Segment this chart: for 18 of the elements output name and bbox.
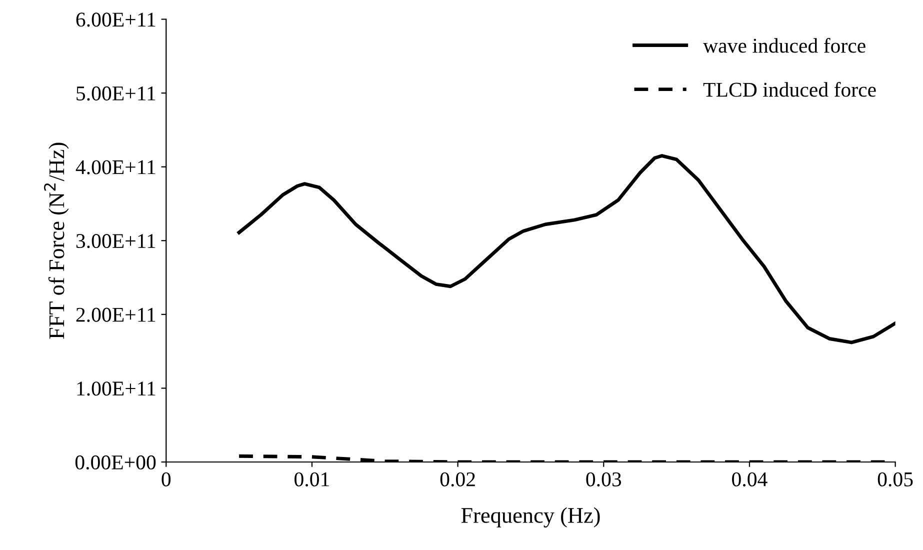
legend-label: wave induced force bbox=[703, 38, 866, 53]
y-axis-title: FFT of Force (N$^{2}$/Hz) bbox=[44, 142, 69, 339]
y-tick-label: 4.00E+11 bbox=[76, 160, 156, 174]
x-tick-label: 0 bbox=[162, 472, 171, 486]
x-tick-label: 0.02 bbox=[440, 472, 475, 486]
y-tick-label: 5.00E+11 bbox=[76, 86, 156, 101]
x-tick-label: 0.05 bbox=[878, 472, 913, 486]
y-tick-label: 0.00E+00 bbox=[75, 455, 156, 470]
line-series bbox=[237, 154, 896, 344]
x-tick-label: 0.04 bbox=[732, 472, 768, 486]
y-tick-label: 1.00E+11 bbox=[77, 382, 156, 396]
legend-label: TLCD induced force bbox=[703, 82, 876, 97]
y-tick-label: 2.00E+11 bbox=[76, 308, 156, 322]
x-tick-label: 0.03 bbox=[586, 472, 622, 486]
y-tick-label: 3.00E+11 bbox=[76, 234, 156, 248]
y-tick-label: 6.00E+11 bbox=[76, 12, 156, 27]
x-tick-label: 0.01 bbox=[294, 472, 329, 486]
x-axis-title: Frequency (Hz) bbox=[461, 507, 600, 528]
